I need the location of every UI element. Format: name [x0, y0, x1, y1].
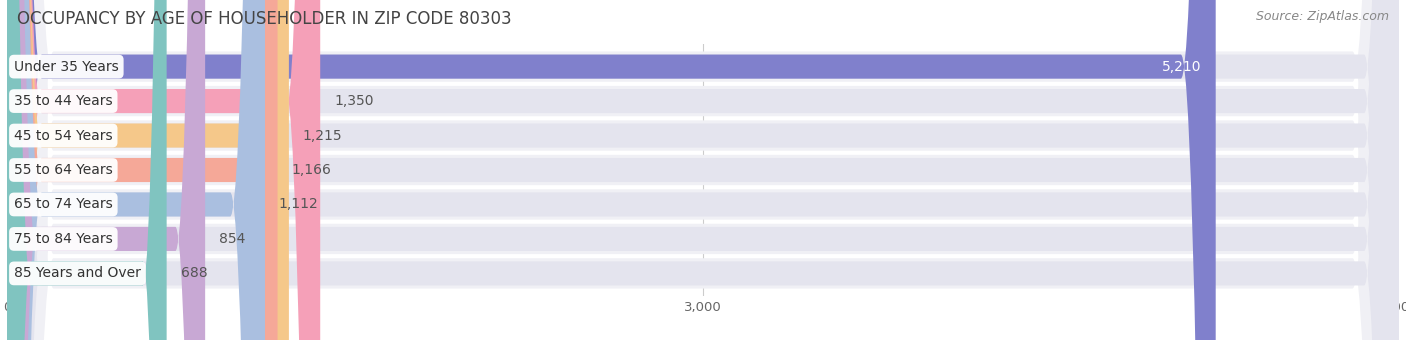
- Text: 35 to 44 Years: 35 to 44 Years: [14, 94, 112, 108]
- FancyBboxPatch shape: [7, 0, 1399, 340]
- Text: 1,112: 1,112: [278, 198, 319, 211]
- FancyBboxPatch shape: [7, 0, 1399, 340]
- FancyBboxPatch shape: [7, 0, 321, 340]
- Text: 75 to 84 Years: 75 to 84 Years: [14, 232, 112, 246]
- FancyBboxPatch shape: [7, 0, 1399, 340]
- Text: 85 Years and Over: 85 Years and Over: [14, 267, 141, 280]
- Text: 688: 688: [180, 267, 207, 280]
- FancyBboxPatch shape: [7, 0, 1399, 340]
- Text: OCCUPANCY BY AGE OF HOUSEHOLDER IN ZIP CODE 80303: OCCUPANCY BY AGE OF HOUSEHOLDER IN ZIP C…: [17, 10, 512, 28]
- FancyBboxPatch shape: [7, 0, 1399, 340]
- FancyBboxPatch shape: [7, 0, 1399, 340]
- Text: 65 to 74 Years: 65 to 74 Years: [14, 198, 112, 211]
- Text: 854: 854: [219, 232, 246, 246]
- FancyBboxPatch shape: [7, 0, 288, 340]
- Text: Under 35 Years: Under 35 Years: [14, 59, 118, 73]
- FancyBboxPatch shape: [7, 0, 1399, 340]
- Text: 1,166: 1,166: [291, 163, 332, 177]
- FancyBboxPatch shape: [7, 0, 277, 340]
- FancyBboxPatch shape: [7, 0, 205, 340]
- FancyBboxPatch shape: [7, 0, 1399, 340]
- FancyBboxPatch shape: [7, 0, 264, 340]
- FancyBboxPatch shape: [7, 0, 1399, 340]
- FancyBboxPatch shape: [7, 0, 167, 340]
- Text: 5,210: 5,210: [1163, 59, 1202, 73]
- Text: Source: ZipAtlas.com: Source: ZipAtlas.com: [1256, 10, 1389, 23]
- FancyBboxPatch shape: [7, 0, 1216, 340]
- Text: 45 to 54 Years: 45 to 54 Years: [14, 129, 112, 142]
- FancyBboxPatch shape: [7, 0, 1399, 340]
- FancyBboxPatch shape: [7, 0, 1399, 340]
- FancyBboxPatch shape: [7, 0, 1399, 340]
- Text: 1,350: 1,350: [335, 94, 374, 108]
- Text: 1,215: 1,215: [302, 129, 343, 142]
- Text: 55 to 64 Years: 55 to 64 Years: [14, 163, 112, 177]
- FancyBboxPatch shape: [7, 0, 1399, 340]
- FancyBboxPatch shape: [7, 0, 1399, 340]
